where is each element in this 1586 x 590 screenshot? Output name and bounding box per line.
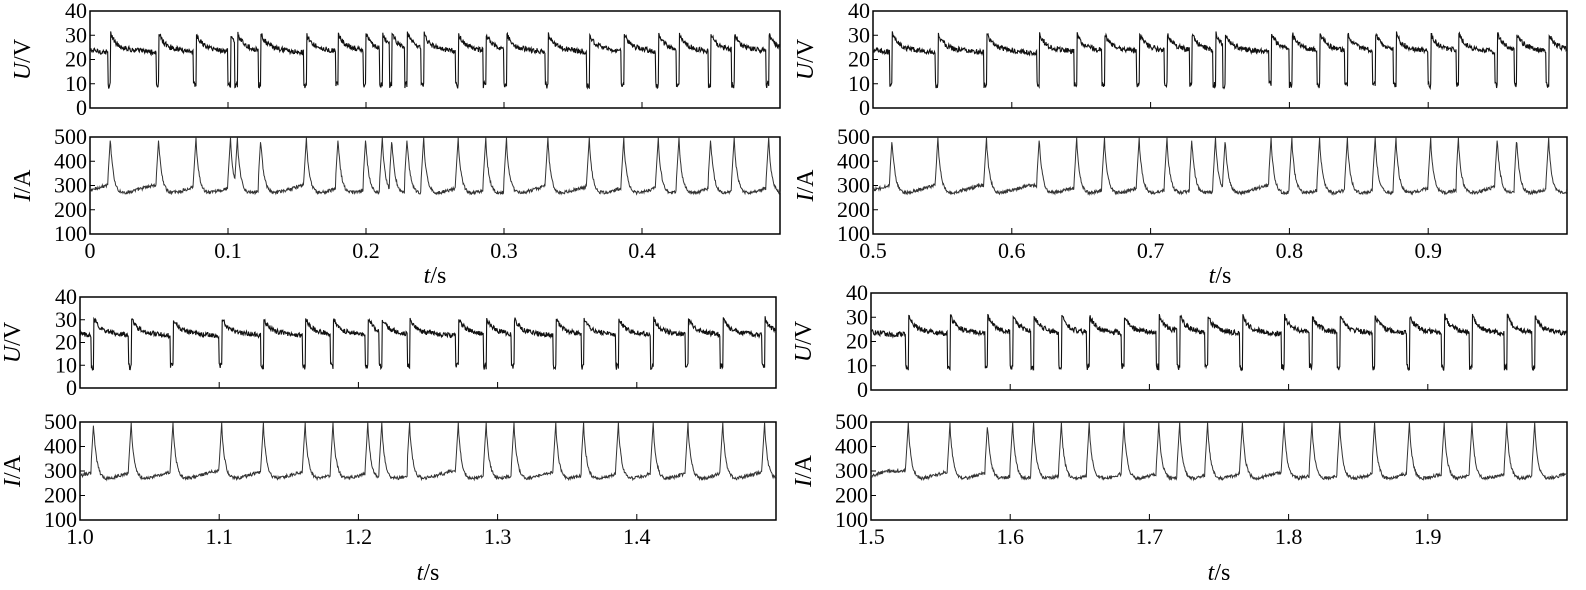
time-axis-label: t/s	[1208, 560, 1231, 586]
current-ytick-label: 300	[44, 458, 77, 483]
current-ytick-label: 400	[54, 148, 87, 173]
voltage-plot-frame	[872, 10, 1568, 109]
voltage-ytick-label: 40	[846, 280, 868, 305]
voltage-axis-label: U/V	[10, 38, 36, 80]
voltage-ytick-label: 10	[848, 71, 870, 96]
voltage-ytick-label: 20	[846, 329, 868, 354]
voltage-ytick-label: 20	[55, 330, 77, 355]
current-axis-label: I/A	[10, 169, 36, 203]
voltage-ytick-label: 40	[65, 0, 87, 23]
current-waveform	[872, 137, 1568, 197]
voltage-ytick-label: 20	[848, 47, 870, 72]
xtick-label: 0.2	[352, 238, 380, 263]
xtick-label: 1.9	[1414, 524, 1442, 549]
current-ytick-label: 300	[54, 173, 87, 198]
voltage-waveform	[89, 31, 781, 90]
voltage-ytick-label: 40	[848, 0, 870, 23]
voltage-ytick-label: 30	[846, 304, 868, 329]
voltage-axis-label: U/V	[0, 321, 26, 363]
xtick-label: 1.8	[1275, 524, 1303, 549]
voltage-axis-label: U/V	[791, 320, 817, 362]
voltage-waveform	[870, 313, 1568, 372]
current-ytick-label: 100	[837, 221, 870, 246]
voltage-ytick-label: 40	[55, 284, 77, 309]
current-ytick-label: 400	[837, 148, 870, 173]
xtick-label: 1.5	[857, 524, 885, 549]
voltage-plot-frame	[870, 292, 1568, 391]
voltage-ytick-label: 0	[859, 95, 870, 120]
time-axis-label: t/s	[1209, 263, 1232, 289]
time-axis-label: t/s	[424, 263, 447, 289]
current-waveform	[79, 422, 777, 482]
current-axis-label: I/A	[791, 454, 817, 488]
current-waveform	[89, 137, 781, 196]
current-plot-frame	[79, 421, 777, 521]
current-ytick-label: 100	[44, 507, 77, 532]
voltage-axis-label: U/V	[793, 38, 819, 80]
current-ytick-label: 200	[837, 197, 870, 222]
voltage-ytick-label: 30	[848, 22, 870, 47]
current-ytick-label: 100	[835, 507, 868, 532]
current-ytick-label: 500	[835, 409, 868, 434]
current-ytick-label: 200	[44, 483, 77, 508]
time-axis-label: t/s	[417, 560, 440, 586]
xtick-label: 1.1	[205, 524, 233, 549]
current-waveform	[870, 422, 1568, 482]
voltage-ytick-label: 0	[857, 377, 868, 402]
xtick-label: 1.4	[623, 524, 651, 549]
voltage-ytick-label: 10	[846, 353, 868, 378]
voltage-ytick-label: 10	[55, 352, 77, 377]
voltage-waveform	[872, 31, 1568, 91]
xtick-label: 0.5	[859, 238, 887, 263]
voltage-ytick-label: 30	[65, 22, 87, 47]
xtick-label: 0.9	[1414, 238, 1442, 263]
xtick-label: 0	[85, 238, 96, 263]
xtick-label: 0.3	[490, 238, 518, 263]
current-ytick-label: 300	[835, 458, 868, 483]
xtick-label: 1.6	[996, 524, 1024, 549]
current-ytick-label: 500	[54, 124, 87, 149]
current-ytick-label: 300	[837, 173, 870, 198]
xtick-label: 1.3	[484, 524, 512, 549]
xtick-label: 0.8	[1276, 238, 1304, 263]
current-ytick-label: 400	[44, 434, 77, 459]
current-axis-label: I/A	[0, 454, 26, 488]
xtick-label: 0.4	[628, 238, 656, 263]
current-axis-label: I/A	[793, 169, 819, 203]
voltage-ytick-label: 0	[76, 95, 87, 120]
voltage-waveform	[79, 316, 777, 372]
xtick-label: 0.6	[998, 238, 1026, 263]
current-ytick-label: 200	[835, 483, 868, 508]
xtick-label: 1.7	[1136, 524, 1164, 549]
voltage-ytick-label: 30	[55, 307, 77, 332]
current-ytick-label: 500	[44, 409, 77, 434]
xtick-label: 1.0	[66, 524, 94, 549]
xtick-label: 0.7	[1137, 238, 1165, 263]
current-ytick-label: 200	[54, 197, 87, 222]
current-plot-frame	[870, 421, 1568, 521]
voltage-ytick-label: 10	[65, 71, 87, 96]
current-ytick-label: 100	[54, 221, 87, 246]
voltage-plot-frame	[79, 296, 777, 389]
voltage-ytick-label: 20	[65, 47, 87, 72]
current-ytick-label: 500	[837, 124, 870, 149]
current-ytick-label: 400	[835, 434, 868, 459]
xtick-label: 1.2	[345, 524, 373, 549]
xtick-label: 0.1	[214, 238, 242, 263]
voltage-ytick-label: 0	[66, 375, 77, 400]
